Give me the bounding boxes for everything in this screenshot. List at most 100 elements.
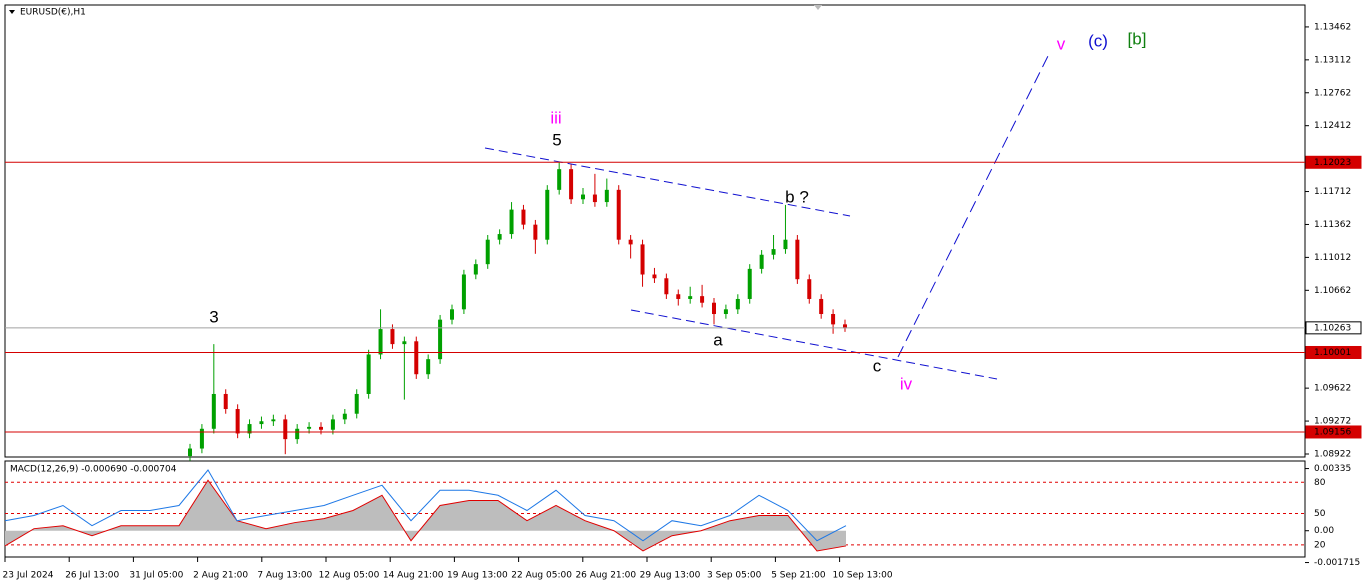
candle-body xyxy=(652,274,657,279)
y-tick-label: 1.11712 xyxy=(1314,187,1351,197)
candle-body xyxy=(545,189,550,240)
y-tick-label: 1.10662 xyxy=(1314,286,1351,296)
candle-body xyxy=(366,354,371,394)
macd-tick-label: 80 xyxy=(1314,478,1326,488)
candle-body xyxy=(473,264,478,275)
candle-body xyxy=(557,169,562,190)
candle-body xyxy=(604,189,609,203)
wave-label: (c) xyxy=(1088,31,1108,50)
macd-tick-label: 20 xyxy=(1314,540,1326,550)
candle-body xyxy=(688,296,693,299)
candle-body xyxy=(747,268,752,299)
macd-tick-label: 0.00 xyxy=(1314,526,1334,536)
candle-body xyxy=(533,224,538,240)
level-label: 1.10263 xyxy=(1314,323,1351,333)
candle-body xyxy=(199,428,204,449)
candle-body xyxy=(831,314,836,325)
y-tick-label: 1.08922 xyxy=(1314,449,1351,459)
y-tick-label: 1.11012 xyxy=(1314,253,1351,263)
candle-body xyxy=(235,409,240,434)
level-label: 1.09156 xyxy=(1314,427,1351,437)
x-tick-label: 14 Aug 21:00 xyxy=(383,571,444,581)
candle-body xyxy=(390,329,395,345)
chart-title: EURUSD(€),H1 xyxy=(20,8,86,18)
candle-body xyxy=(378,329,383,355)
x-tick-label: 23 Jul 2024 xyxy=(3,571,54,581)
level-label-box xyxy=(1305,321,1362,335)
candle-body xyxy=(426,359,431,375)
macd-tick-label: 0.00335 xyxy=(1314,464,1351,474)
candle-body xyxy=(592,194,597,203)
candle-body xyxy=(664,278,669,295)
candle-body xyxy=(307,426,312,429)
candle-body xyxy=(616,189,621,240)
macd-line xyxy=(4,469,847,542)
candle-body xyxy=(712,302,716,315)
level-label-box xyxy=(1305,425,1362,439)
candle-body xyxy=(628,239,633,245)
x-tick-label: 10 Sep 13:00 xyxy=(833,571,893,581)
candle-body xyxy=(723,309,728,315)
panel-marker xyxy=(814,5,822,10)
x-tick-label: 7 Aug 13:00 xyxy=(257,571,312,581)
x-tick-label: 2 Aug 21:00 xyxy=(193,571,248,581)
candle-body xyxy=(342,413,347,420)
candle-body xyxy=(223,393,228,410)
candle-body xyxy=(485,239,490,265)
channel-upper xyxy=(484,147,851,217)
candle-body xyxy=(735,298,740,310)
x-tick-label: 3 Sep 05:00 xyxy=(707,571,762,581)
candle-body xyxy=(319,426,323,430)
candle-body xyxy=(640,244,645,275)
y-tick-label: 1.09622 xyxy=(1314,384,1351,394)
wave-label: [b] xyxy=(1128,29,1147,48)
x-tick-label: 26 Aug 21:00 xyxy=(575,571,636,581)
candle-body xyxy=(771,249,776,255)
projection-line xyxy=(897,51,1051,358)
y-tick-label: 1.13112 xyxy=(1314,55,1351,65)
candle-body xyxy=(461,274,466,310)
macd-line xyxy=(4,479,847,552)
x-tick-label: 29 Aug 13:00 xyxy=(640,571,701,581)
candle-body xyxy=(283,419,288,440)
level-label: 1.12023 xyxy=(1314,158,1351,168)
macd-tick-label: -0.001715 xyxy=(1314,558,1360,568)
wave-label: c xyxy=(873,356,882,375)
candle-body xyxy=(271,419,276,422)
channel-lower xyxy=(630,309,998,380)
y-tick-label: 1.12412 xyxy=(1314,121,1351,131)
candle-body xyxy=(497,234,502,240)
candle-body xyxy=(402,341,407,345)
wave-label: iv xyxy=(900,374,913,393)
macd-tick-label: 50 xyxy=(1314,509,1326,519)
wave-label: 3 xyxy=(209,307,218,326)
x-tick-label: 31 Jul 05:00 xyxy=(129,571,183,581)
y-tick-label: 1.11362 xyxy=(1314,220,1351,230)
candle-body xyxy=(569,169,574,200)
x-tick-label: 22 Aug 05:00 xyxy=(511,571,572,581)
wave-label: 5 xyxy=(552,130,561,149)
candle-body xyxy=(509,209,514,235)
candle-body xyxy=(819,298,824,315)
wave-label: v xyxy=(1057,34,1066,53)
candle-body xyxy=(247,424,252,434)
candle-body xyxy=(807,279,812,299)
candle-body xyxy=(354,393,359,414)
candle-body xyxy=(581,194,585,200)
x-tick-label: 5 Sep 21:00 xyxy=(771,571,826,581)
candle-body xyxy=(259,421,264,425)
wave-label: iii xyxy=(550,108,561,127)
macd-histogram xyxy=(5,480,846,551)
candle-body xyxy=(521,209,526,225)
candle-body xyxy=(795,239,800,280)
candle-body xyxy=(188,448,192,457)
candle-body xyxy=(330,419,335,430)
x-tick-label: 12 Aug 05:00 xyxy=(319,571,380,581)
level-label: 1.10001 xyxy=(1314,348,1351,358)
level-label-box xyxy=(1305,345,1362,359)
wave-label: a xyxy=(713,330,723,349)
candle-body xyxy=(783,239,788,250)
candle-body xyxy=(759,254,764,269)
x-tick-label: 19 Aug 13:00 xyxy=(447,571,508,581)
